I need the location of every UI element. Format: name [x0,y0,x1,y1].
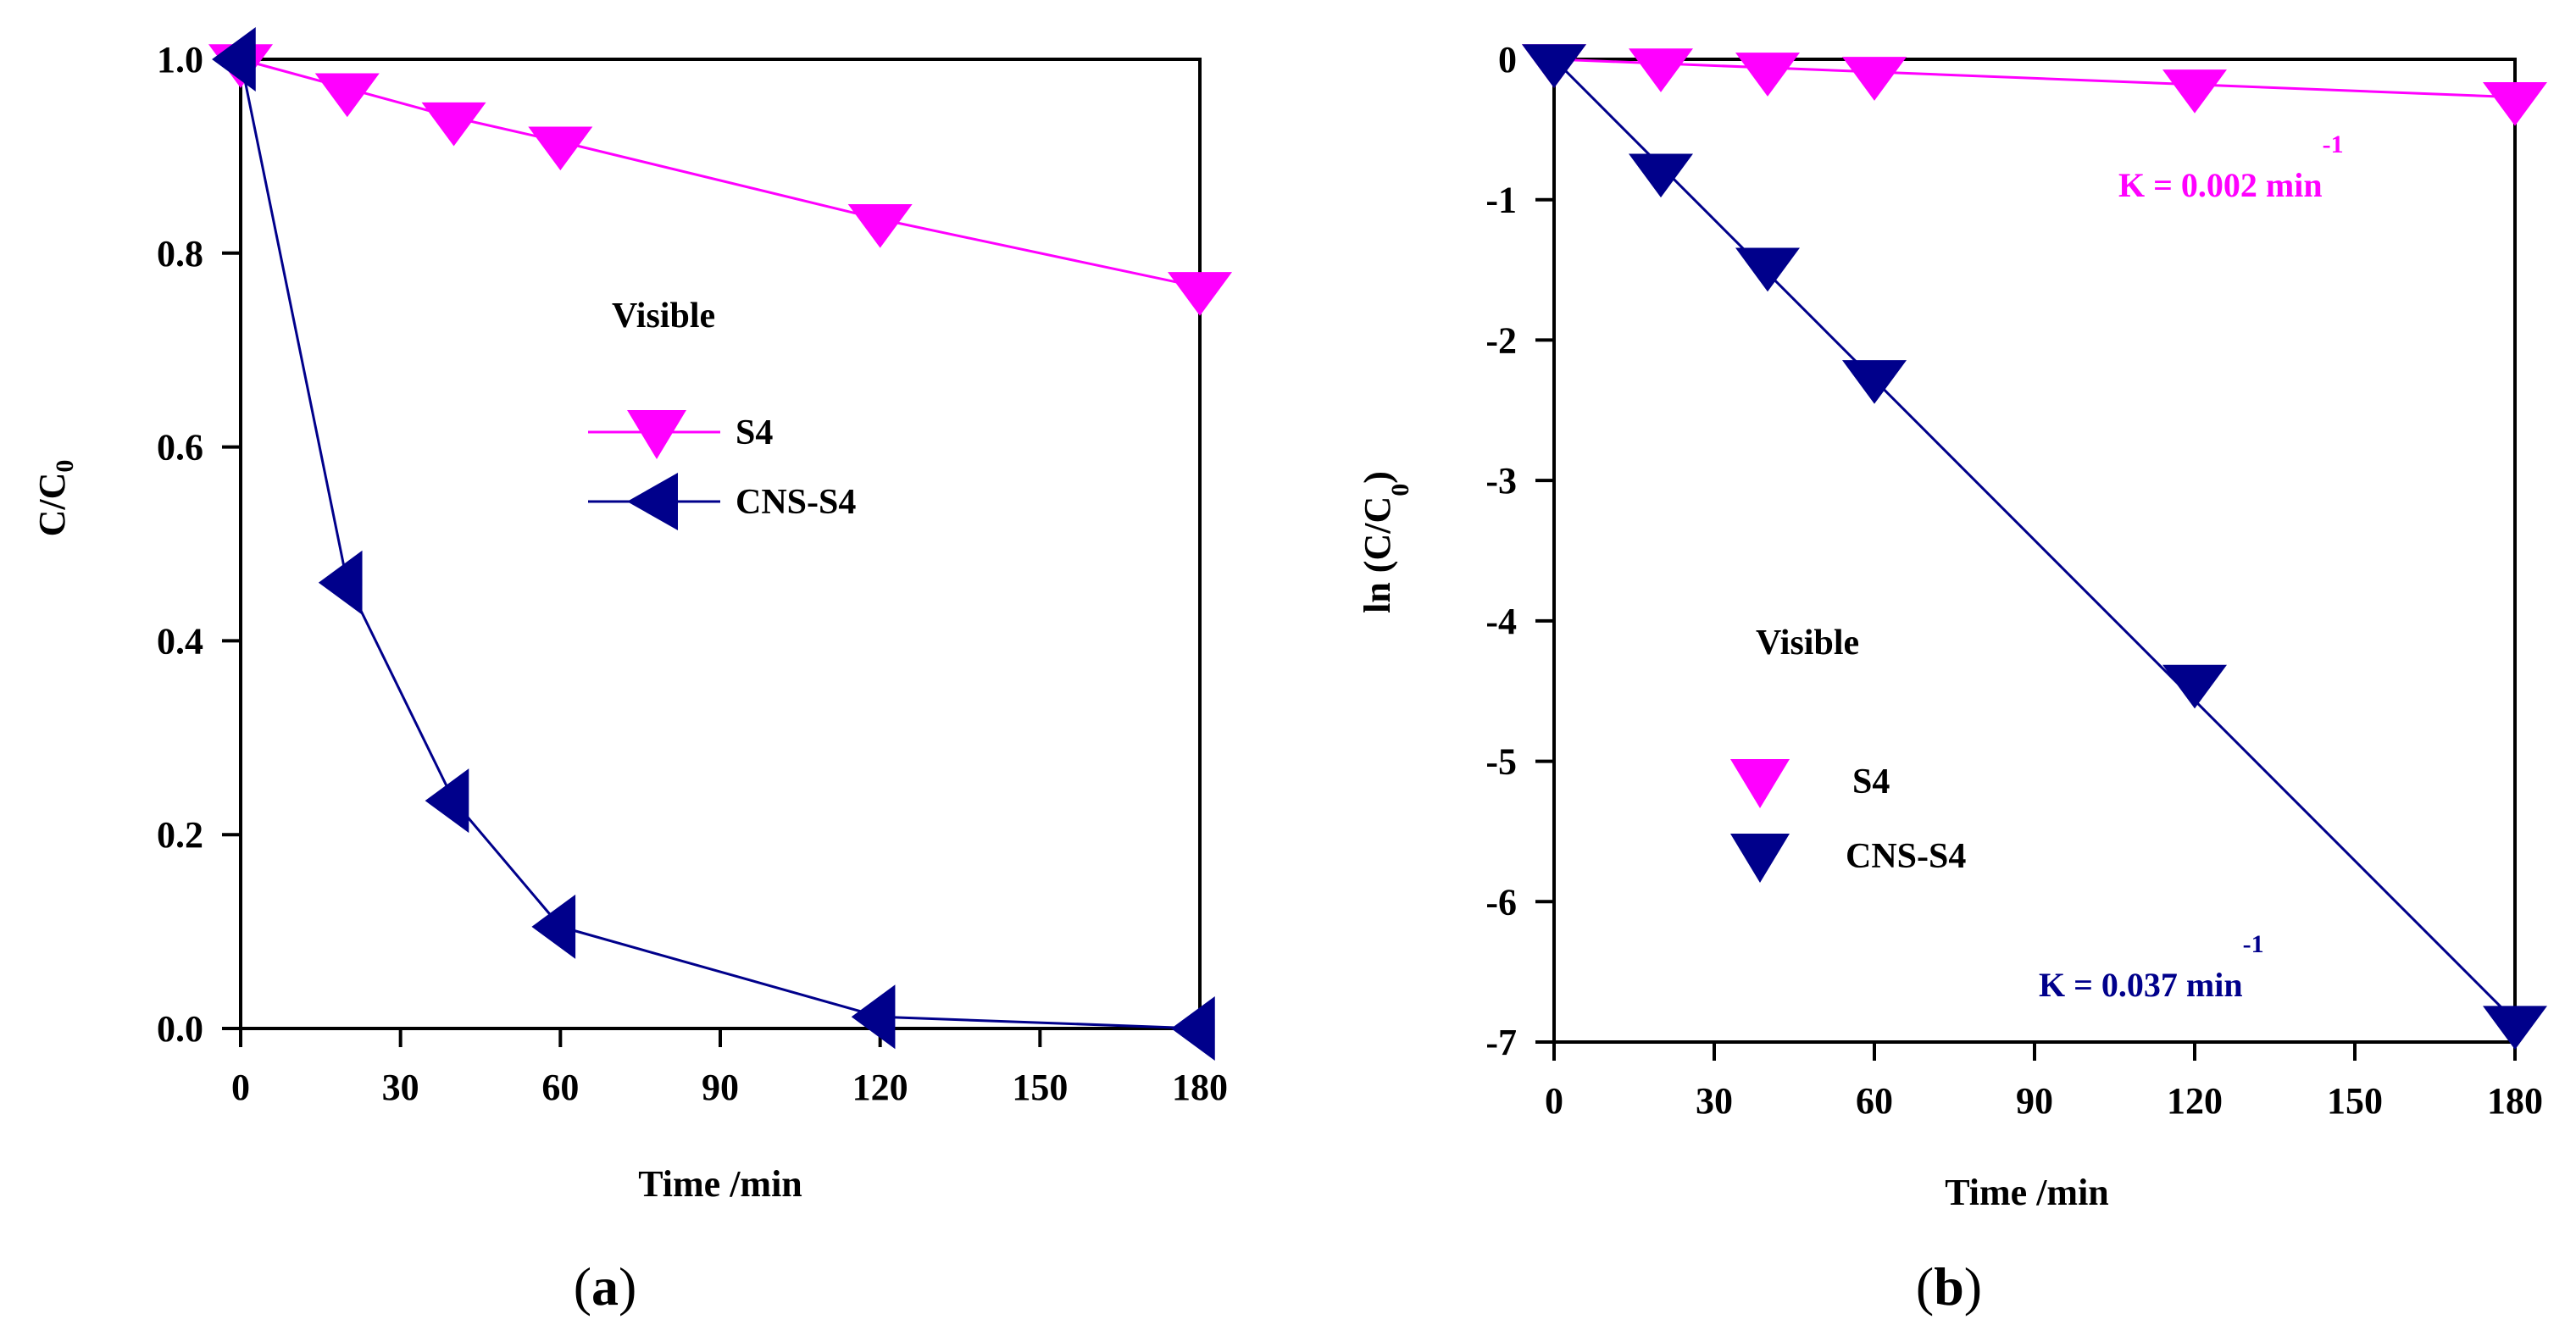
chart-b-s4-line [1553,58,2516,99]
chart-b-xtick-label: 30 [1696,1080,1733,1122]
chart-a-legend-cns-marker [627,473,678,530]
chart-b-xtick-label: 0 [1545,1080,1563,1122]
chart-b-xtick-label: 60 [1856,1080,1893,1122]
chart-a-ylabel: C/C0 [31,460,79,537]
chart-b-s4-point [2483,81,2547,126]
chart-b: 0 30 60 90 120 150 180 0 -1 -2 -3 -4 -5 -6 -7 Time /m… [1357,39,2547,1317]
chart-a-ytick-label: 0.8 [157,233,203,274]
chart-b-rate-cns: K = 0.037 min-1 [2039,930,2264,1004]
chart-a-xtick-label: 90 [702,1067,739,1108]
chart-a-xtick-label: 30 [382,1067,419,1108]
chart-b-y-axis: 0 -1 -2 -3 -4 -5 -6 -7 [1485,39,1554,1063]
chart-b-cns-s4-point [2162,664,2227,709]
chart-a-ytick-label: 1.0 [157,39,203,80]
chart-b-s4-point [1842,57,1907,101]
chart-b-legend-cns-label: CNS-S4 [1846,837,1966,876]
chart-b-frame [1552,58,2517,1044]
chart-a-cns-s4-point [425,768,469,834]
chart-b-s4-point [2162,69,2227,114]
chart-b-cns-s4-point [1629,153,1693,198]
chart-b-xtick-label: 150 [2327,1080,2383,1122]
chart-a-xtick-label: 180 [1172,1067,1228,1108]
chart-b-ylabel-main: ln (C/C [1357,496,1398,613]
chart-b-legend-s4-label: S4 [1852,762,1890,801]
chart-b-ytick-label: -1 [1485,180,1517,221]
chart-a-x-axis: 0 30 60 90 120 150 180 [231,1028,1228,1108]
chart-b-panel-label: (b) [1916,1256,1982,1317]
chart-b-rate-s4-sup: -1 [2323,130,2344,158]
chart-a-s4-point [528,126,593,171]
chart-b-ylabel-sub: 0 [1386,484,1414,496]
chart-a-legend-s4-marker [627,410,686,459]
chart-b-ytick-label: -6 [1485,881,1517,923]
chart-a-ytick-label: 0.2 [157,814,203,856]
chart-a-y-axis: 0.0 0.2 0.4 0.6 0.8 1.0 [157,39,241,1050]
chart-a-annotation: Visible [612,297,715,335]
chart-a-ylabel-sub: 0 [51,460,79,473]
chart-a-cns-s4-point [212,27,256,91]
chart-a-xtick-label: 120 [852,1067,908,1108]
chart-b-ytick-label: -2 [1485,319,1517,361]
chart-a-frame [239,58,1202,1030]
chart-a-ylabel-main: C/C [31,473,73,537]
chart-b-cns-s4-point [1522,44,1586,88]
chart-b-cns-s4-point [2483,1006,2547,1051]
chart-b-rate-cns-sup: -1 [2243,930,2264,958]
chart-a-xtick-label: 0 [231,1067,250,1108]
chart-b-legend-cns-marker [1730,834,1790,883]
chart-a-ytick-label: 0.6 [157,427,203,468]
chart-a-ytick-label: 0.4 [157,620,203,662]
chart-b-cns-s4-line [1552,58,2517,1023]
chart-a-s4-line [240,58,1201,289]
chart-a-xtick-label: 150 [1012,1067,1068,1108]
chart-a-s4-point [421,102,486,147]
chart-a-cns-s4-point [531,894,576,959]
chart-b-xtick-label: 180 [2487,1080,2543,1122]
chart-a-cns-s4-point [318,550,363,615]
chart-a-xtick-label: 60 [541,1067,579,1108]
chart-b-ytick-label: -4 [1485,601,1517,642]
chart-a-legend: S4 CNS-S4 [588,410,856,530]
chart-a-series [208,27,1232,1061]
chart-b-ylabel-close: ) [1357,471,1398,484]
chart-a-cns-s4-line [239,58,1201,1030]
chart-a-ytick-label: 0.0 [157,1008,203,1050]
chart-b-ytick-label: -3 [1485,460,1517,502]
chart-a-legend-cns-label: CNS-S4 [736,483,856,522]
chart-a-s4-point [314,73,380,118]
chart-b-cns-s4-point [1735,247,1800,292]
chart-b-s4-point [1735,53,1800,97]
chart-a-s4-point [847,203,913,248]
chart-b-xtick-label: 120 [2167,1080,2223,1122]
chart-a-xlabel: Time /min [638,1163,802,1205]
chart-a-cns-s4-point [851,984,896,1050]
chart-b-legend-s4-marker [1730,759,1790,808]
chart-b-ytick-label: -7 [1485,1022,1517,1063]
chart-b-cns-s4-point [1842,360,1907,404]
chart-b-legend: S4 CNS-S4 [1730,759,1966,883]
chart-b-s4-point [1629,48,1693,92]
chart-b-rate-s4: K = 0.002 min-1 [2118,130,2344,204]
chart-b-annotation: Visible [1756,624,1859,662]
chart-b-xlabel: Time /min [1945,1172,2109,1213]
chart-a-cns-s4-point [1171,996,1215,1061]
chart-a-panel-label: (a) [574,1256,637,1317]
chart-b-xtick-label: 90 [2016,1080,2053,1122]
chart-b-x-axis: 0 30 60 90 120 150 180 [1545,1042,2543,1122]
chart-b-series [1522,44,2547,1051]
chart-b-ytick-label: 0 [1498,39,1517,80]
chart-a-s4-point [1168,272,1232,316]
chart-a: 0 30 60 90 120 150 180 0.0 0.2 0.4 0.6 0.8 1.0 Time… [31,27,1232,1317]
chart-b-ytick-label: -5 [1485,741,1517,783]
chart-a-legend-s4-label: S4 [736,413,773,452]
chart-b-ylabel: ln (C/C0) [1357,471,1414,613]
